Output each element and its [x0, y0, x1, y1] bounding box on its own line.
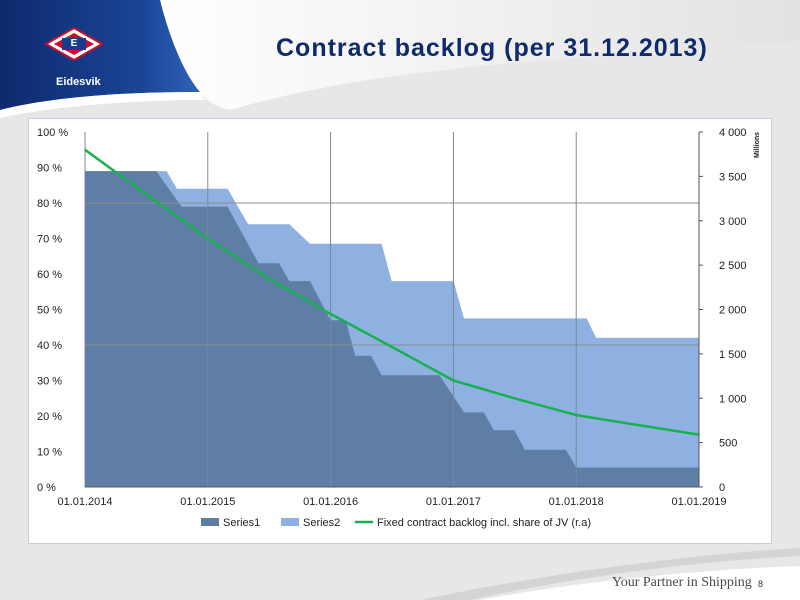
chart-legend: Series1 Series2 Fixed contract backlog inc…: [201, 517, 591, 529]
y-right-tick-label: 3 500: [719, 171, 747, 183]
x-tick-label: 01.01.2017: [426, 496, 481, 508]
axes: 0 % 10 % 20 % 30 % 40 % 50 % 60 % 70 % 80 % 90 % 1…: [37, 127, 761, 508]
legend-swatch-series2: [281, 518, 299, 526]
y-left-tick-label: 80 %: [37, 198, 62, 210]
legend-label: Series2: [303, 517, 340, 529]
y-left-tick-label: 20 %: [37, 411, 62, 423]
legend-swatch-series1: [201, 518, 219, 526]
y-right-tick-label: 2 000: [719, 305, 747, 317]
x-tick-label: 01.01.2015: [180, 496, 235, 508]
x-tick-label: 01.01.2014: [57, 496, 112, 508]
page-title: Contract backlog (per 31.12.2013): [276, 34, 708, 62]
y-right-unit-label: Millions: [754, 132, 761, 158]
legend-label: Series1: [223, 517, 260, 529]
footer-tagline: Your Partner in Shipping: [612, 575, 752, 590]
backlog-chart: 0 % 10 % 20 % 30 % 40 % 50 % 60 % 70 % 80 % 90 % 1…: [37, 127, 761, 529]
area-series: [85, 171, 699, 487]
y-right-tick-label: 1 500: [719, 349, 747, 361]
y-right-tick-label: 4 000: [719, 127, 747, 139]
legend-label: Fixed contract backlog incl. share of JV…: [377, 517, 591, 529]
y-left-tick-label: 10 %: [37, 447, 62, 459]
y-left-tick-label: 100 %: [37, 127, 68, 139]
y-left-tick-label: 0 %: [37, 482, 56, 494]
y-left-tick-label: 60 %: [37, 269, 62, 281]
line-series: [84, 148, 699, 436]
line-fixed-contract-backlog: [84, 148, 699, 436]
y-right-tick-label: 500: [719, 438, 737, 450]
logo-letter: E: [70, 38, 78, 49]
page-number: 8: [758, 579, 764, 589]
y-left-tick-label: 50 %: [37, 305, 62, 317]
x-tick-label: 01.01.2018: [549, 496, 604, 508]
logo-name: Eidesvik: [56, 76, 101, 88]
y-right-tick-label: 2 500: [719, 260, 747, 272]
y-left-tick-label: 90 %: [37, 163, 62, 175]
y-left-tick-label: 40 %: [37, 340, 62, 352]
x-tick-label: 01.01.2019: [671, 496, 726, 508]
y-left-tick-label: 30 %: [37, 376, 62, 388]
y-right-tick-label: 1 000: [719, 393, 747, 405]
y-right-tick-label: 0: [719, 482, 725, 494]
chart-panel: 0 % 10 % 20 % 30 % 40 % 50 % 60 % 70 % 80 % 90 % 1…: [28, 118, 772, 544]
area-series1: [85, 171, 699, 487]
y-right-tick-label: 3 000: [719, 216, 747, 228]
y-left-tick-label: 70 %: [37, 234, 62, 246]
company-logo: E Eidesvik: [0, 0, 160, 90]
x-tick-label: 01.01.2016: [303, 496, 358, 508]
